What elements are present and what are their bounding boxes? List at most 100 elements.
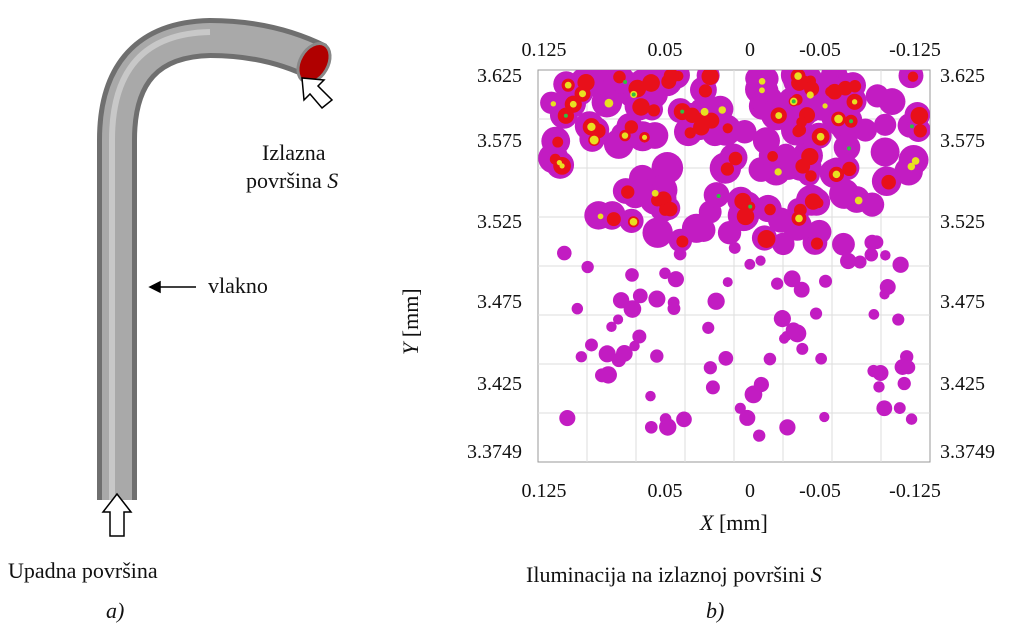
- blob-yellow: [851, 99, 858, 105]
- entry-label: Upadna površina: [8, 558, 158, 583]
- y-tick-label: 3.575: [477, 130, 522, 152]
- blob: [876, 400, 893, 417]
- y-tick-label: 3.525: [477, 211, 522, 233]
- blob: [559, 410, 576, 427]
- blob: [870, 137, 900, 167]
- blob-yellow: [579, 90, 587, 98]
- x-tick-label: -0.125: [889, 480, 941, 502]
- blob: [840, 252, 857, 270]
- blob: [753, 376, 769, 393]
- y-axis-label: Y [mm]: [398, 288, 423, 355]
- blob-red: [722, 123, 733, 134]
- blob-red: [796, 116, 807, 128]
- blob-yellow: [651, 189, 659, 197]
- blob-green: [791, 99, 796, 104]
- blob-yellow: [759, 87, 765, 94]
- blob: [606, 321, 617, 333]
- y-tick-label: 3.425: [940, 373, 985, 395]
- blob-red: [810, 237, 824, 250]
- caption-symbol: S: [811, 562, 822, 587]
- y-tick-label: 3.625: [940, 65, 985, 87]
- blob: [645, 390, 656, 402]
- illumination-plot: [537, 69, 931, 463]
- blob: [598, 345, 616, 363]
- blob-red: [791, 74, 808, 91]
- blob: [718, 351, 734, 366]
- blob-red: [624, 120, 639, 134]
- blob: [707, 292, 725, 310]
- blob: [833, 134, 861, 161]
- blob: [753, 429, 766, 442]
- blob: [897, 376, 911, 391]
- blob-green: [680, 109, 685, 114]
- blob-green: [623, 79, 628, 84]
- blob-green: [563, 113, 568, 118]
- blob: [874, 113, 897, 136]
- blob-red: [813, 197, 824, 209]
- blob-yellow: [629, 218, 638, 226]
- blob-red: [848, 80, 862, 93]
- x-tick-label: 0.05: [648, 39, 683, 61]
- panel-label: b): [706, 598, 724, 623]
- panel-label: a): [106, 598, 124, 623]
- exit-label: Izlazna: [262, 140, 326, 165]
- blob: [853, 255, 867, 269]
- x-tick-label: -0.05: [799, 480, 841, 502]
- blob: [783, 270, 801, 288]
- blob-yellow: [822, 103, 828, 109]
- blob-red: [663, 70, 679, 84]
- blob: [681, 213, 712, 243]
- blob: [632, 329, 647, 344]
- blob: [650, 349, 664, 363]
- blob-yellow: [597, 213, 604, 220]
- blob: [773, 310, 791, 328]
- y-tick-label: 3.475: [477, 291, 522, 313]
- blob: [771, 277, 784, 290]
- blob: [732, 119, 757, 144]
- y-tick-label: 3.475: [940, 291, 985, 313]
- blob-red: [720, 162, 735, 176]
- blob-red: [805, 170, 817, 182]
- blob: [571, 302, 584, 315]
- blob: [796, 342, 809, 355]
- blob-red: [662, 201, 678, 217]
- blob-yellow: [854, 196, 863, 205]
- blob: [864, 247, 879, 262]
- y-tick-label: 3.625: [477, 65, 522, 87]
- blob-yellow: [550, 101, 557, 107]
- blob-yellow: [795, 214, 803, 223]
- blob: [755, 255, 766, 266]
- blob: [853, 118, 877, 142]
- blob: [629, 340, 640, 352]
- blob-yellow: [775, 112, 783, 119]
- blob: [809, 307, 823, 320]
- blob-red: [910, 106, 929, 125]
- blob: [873, 381, 885, 393]
- blob-green: [716, 193, 721, 198]
- exit-label: površina S: [246, 168, 338, 193]
- blob: [722, 277, 733, 288]
- blob-red: [613, 70, 626, 84]
- x-tick-label: 0.125: [522, 39, 567, 61]
- blob-yellow: [700, 107, 709, 116]
- blob-yellow: [794, 72, 802, 80]
- blob: [644, 420, 658, 434]
- blob-red: [642, 74, 660, 92]
- blob-red: [684, 127, 696, 139]
- x-tick-label: 0.125: [522, 480, 567, 502]
- blob-green: [631, 92, 636, 97]
- blob-red: [701, 70, 719, 86]
- blob: [676, 411, 692, 428]
- blob-yellow: [907, 162, 916, 171]
- blob: [829, 178, 860, 209]
- blob: [581, 260, 594, 274]
- blob-green: [849, 119, 854, 124]
- blob-red: [651, 194, 664, 207]
- blob: [667, 271, 684, 288]
- blob-red: [767, 151, 778, 162]
- blob: [659, 267, 671, 280]
- blob-yellow: [832, 170, 841, 179]
- blob-yellow: [834, 114, 843, 124]
- blob: [641, 122, 669, 149]
- blob-red: [764, 203, 776, 216]
